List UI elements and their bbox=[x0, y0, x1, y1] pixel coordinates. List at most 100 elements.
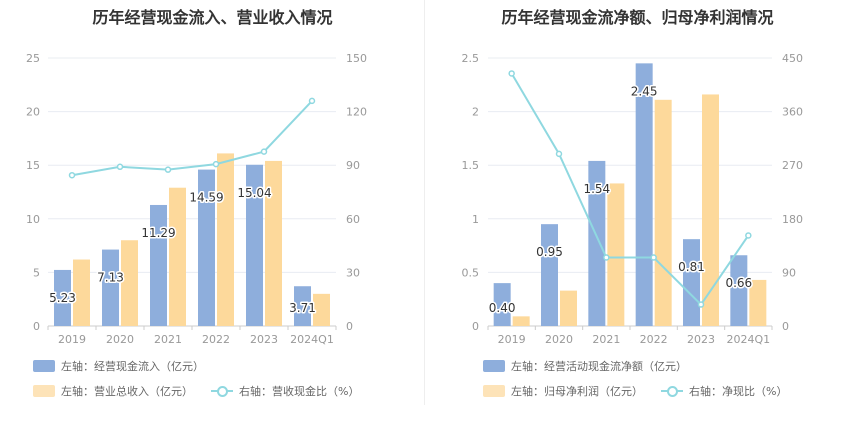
y-left-tick-label: 0.5 bbox=[462, 266, 480, 279]
data-label: 1.54 bbox=[583, 182, 610, 196]
x-tick-label: 2022 bbox=[640, 333, 668, 346]
data-label: 7.13 bbox=[97, 271, 124, 285]
bar-primary bbox=[150, 204, 167, 326]
x-tick-label: 2021 bbox=[592, 333, 620, 346]
line-point bbox=[68, 171, 76, 179]
y-left-tick-label: 1 bbox=[472, 213, 479, 226]
chart-panel-right: 历年经营现金流净额、归母净利润情况 0 0.5 1 1.5 2 2.5 0 90 180 270 3… bbox=[425, 0, 850, 437]
bar-primary bbox=[54, 269, 71, 326]
bar-primary bbox=[294, 286, 311, 326]
line-point bbox=[555, 150, 563, 158]
legend-swatch-line bbox=[661, 385, 683, 397]
line-point bbox=[116, 163, 124, 171]
y-right-tick-label: 90 bbox=[782, 266, 796, 279]
y-left-tick-label: 0 bbox=[33, 320, 40, 333]
x-tick-label: 2019 bbox=[498, 333, 526, 346]
bar-primary bbox=[541, 224, 558, 326]
data-label: 5.23 bbox=[49, 291, 76, 305]
legend-label: 右轴：营收现金比（%） bbox=[239, 385, 360, 398]
chart-panel-left: 历年经营现金流入、营业收入情况 0 5 10 15 20 25 0 30 60 90 120 150 2… bbox=[26, 8, 367, 399]
x-tick-label: 2020 bbox=[545, 333, 573, 346]
legend-swatch-bar bbox=[483, 360, 505, 372]
data-label: 0.66 bbox=[725, 276, 752, 290]
y-left-tick-label: 2 bbox=[472, 106, 479, 119]
bar-secondary bbox=[313, 293, 330, 326]
line-point bbox=[603, 254, 610, 261]
bar-primary bbox=[588, 160, 606, 326]
legend-label: 右轴：净现比（%） bbox=[689, 385, 788, 398]
y-right-tick-label: 90 bbox=[346, 159, 360, 172]
line-series bbox=[510, 72, 750, 307]
x-tick-label: 2020 bbox=[106, 333, 134, 346]
legend: 左轴：归母净利润（亿元） 右轴：净现比（%） bbox=[483, 383, 805, 399]
legend-label: 左轴：经营现金流入（亿元） bbox=[61, 360, 204, 373]
legend-label: 左轴：营业总收入（亿元） bbox=[61, 385, 193, 398]
line-point bbox=[650, 254, 657, 261]
bar-secondary bbox=[512, 316, 530, 326]
legend-item[interactable]: 左轴：营业总收入（亿元） bbox=[33, 383, 193, 399]
y-left-tick-label: 1.5 bbox=[462, 159, 480, 172]
y-left-tick-label: 2.5 bbox=[462, 52, 480, 65]
line-point bbox=[212, 160, 220, 168]
legend-item[interactable]: 右轴：营收现金比（%） bbox=[211, 383, 359, 399]
x-tick-label: 2023 bbox=[250, 333, 278, 346]
legend: 左轴：经营活动现金流净额（亿元） bbox=[483, 358, 705, 374]
line-point bbox=[745, 232, 752, 239]
panel-divider bbox=[424, 0, 425, 405]
bar-primary bbox=[730, 255, 748, 326]
x-tick-label: 2024Q1 bbox=[290, 333, 334, 346]
line-point bbox=[697, 301, 705, 308]
bar-secondary bbox=[121, 240, 138, 326]
y-right-tick-label: 450 bbox=[782, 52, 803, 65]
legend-item[interactable]: 左轴：归母净利润（亿元） bbox=[483, 383, 643, 399]
x-tick-label: 2021 bbox=[154, 333, 182, 346]
bar-secondary bbox=[702, 94, 719, 326]
y-right-tick-label: 180 bbox=[782, 213, 803, 226]
bar-secondary bbox=[73, 259, 90, 326]
bar-secondary bbox=[169, 187, 186, 326]
bar-secondary bbox=[265, 160, 282, 326]
y-left-tick-label: 0 bbox=[472, 320, 479, 333]
chart-plot: 0 5 10 15 20 25 0 30 60 90 120 150 2019 2020 2021 2022 2… bbox=[26, 52, 367, 346]
bar-secondary bbox=[749, 279, 767, 326]
bar-secondary bbox=[654, 99, 672, 326]
data-label: 0.95 bbox=[536, 245, 563, 259]
data-label: 0.40 bbox=[489, 301, 516, 315]
line-series bbox=[71, 100, 313, 177]
legend-swatch-bar bbox=[483, 385, 505, 397]
legend-item[interactable]: 左轴：经营活动现金流净额（亿元） bbox=[483, 358, 687, 374]
y-right-tick-label: 360 bbox=[782, 106, 803, 119]
y-left-tick-label: 5 bbox=[33, 266, 40, 279]
y-right-tick-label: 0 bbox=[346, 320, 353, 333]
y-left-tick-label: 10 bbox=[26, 213, 40, 226]
bar-secondary bbox=[607, 183, 625, 326]
data-label: 3.71 bbox=[289, 301, 316, 315]
line-point bbox=[260, 148, 268, 155]
chart-title: 历年经营现金流入、营业收入情况 bbox=[92, 8, 333, 27]
y-right-tick-label: 150 bbox=[346, 52, 367, 65]
line-point bbox=[308, 97, 316, 105]
bar-secondary bbox=[560, 290, 577, 326]
x-tick-label: 2022 bbox=[202, 333, 230, 346]
legend-swatch-bar bbox=[33, 385, 55, 397]
legend: 左轴：经营现金流入（亿元） bbox=[33, 358, 222, 374]
y-right-tick-label: 30 bbox=[346, 266, 360, 279]
x-tick-label: 2023 bbox=[687, 333, 715, 346]
data-label: 11.29 bbox=[141, 226, 175, 240]
line-point bbox=[164, 166, 172, 173]
data-label: 0.81 bbox=[678, 260, 705, 274]
y-right-tick-label: 270 bbox=[782, 159, 803, 172]
legend-item[interactable]: 右轴：净现比（%） bbox=[661, 383, 787, 399]
data-label: 2.45 bbox=[631, 84, 658, 98]
line-point bbox=[508, 70, 515, 77]
bar-primary bbox=[198, 169, 215, 326]
legend-swatch-bar bbox=[33, 360, 55, 372]
legend-label: 左轴：经营活动现金流净额（亿元） bbox=[511, 360, 687, 373]
bar-primary bbox=[635, 63, 653, 327]
data-label: 15.04 bbox=[237, 186, 271, 200]
legend-item[interactable]: 左轴：经营现金流入（亿元） bbox=[33, 358, 204, 374]
y-left-tick-label: 20 bbox=[26, 106, 40, 119]
bar-primary bbox=[102, 249, 119, 326]
y-right-tick-label: 60 bbox=[346, 213, 360, 226]
chart-title: 历年经营现金流净额、归母净利润情况 bbox=[501, 8, 774, 27]
